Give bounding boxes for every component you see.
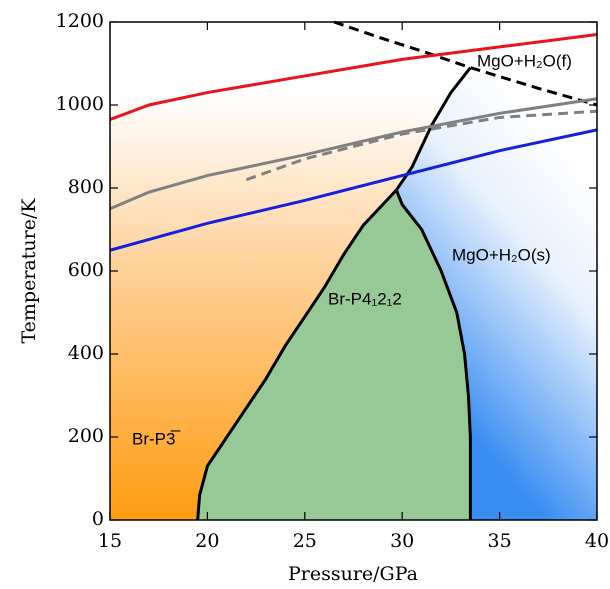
- y-tick-label: 800: [68, 176, 104, 198]
- x-tick-label: 35: [488, 530, 512, 552]
- y-tick-label: 0: [92, 508, 104, 530]
- y-tick-label: 1000: [56, 93, 104, 115]
- y-tick-label: 1200: [56, 10, 104, 32]
- region-label: MgO+H₂O(s): [452, 245, 551, 264]
- y-axis-label: Temperature/K: [18, 198, 40, 344]
- x-axis-label: Pressure/GPa: [288, 563, 418, 585]
- region-label: Br-P4₁2₁2: [328, 289, 402, 308]
- chart: Pressure/GPa Temperature/K Br-P3̅ Br-P4₁…: [0, 0, 610, 589]
- y-tick-label: 200: [68, 425, 104, 447]
- x-tick-label: 30: [390, 530, 414, 552]
- x-tick-label: 20: [195, 530, 219, 552]
- y-tick-label: 600: [68, 259, 104, 281]
- x-tick-label: 15: [98, 530, 122, 552]
- x-tick-label: 25: [293, 530, 317, 552]
- region-label: Br-P3̅: [132, 429, 180, 448]
- region-label: MgO+H₂O(f): [477, 51, 572, 70]
- y-tick-label: 400: [68, 342, 104, 364]
- x-tick-label: 40: [585, 530, 609, 552]
